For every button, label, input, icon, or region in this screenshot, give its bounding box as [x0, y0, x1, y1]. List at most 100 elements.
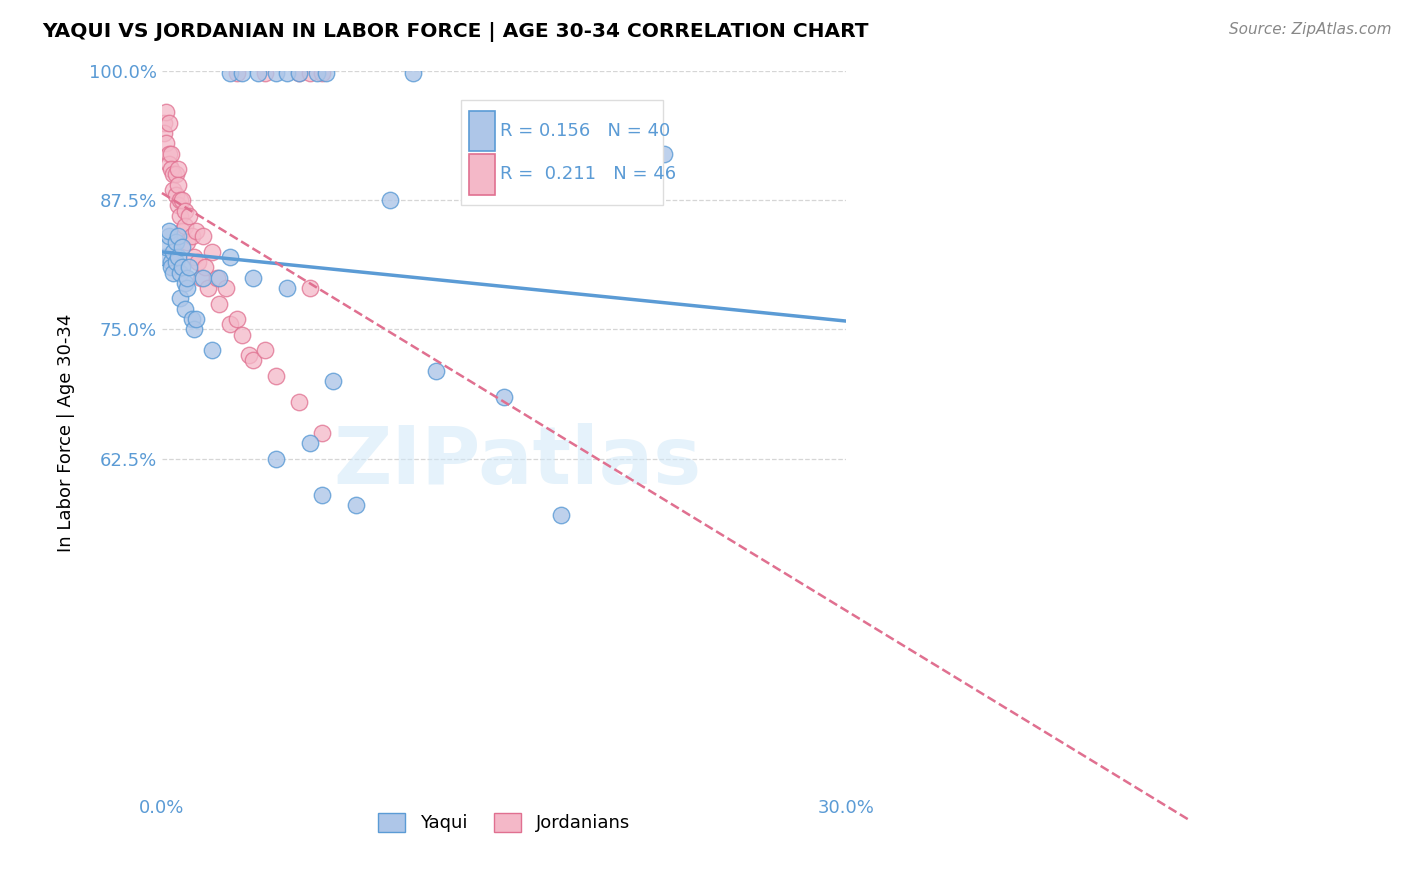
Point	[226, 312, 249, 326]
Point	[165, 255, 187, 269]
Point	[299, 281, 322, 295]
Point	[155, 136, 177, 151]
Point	[219, 250, 242, 264]
Point	[176, 281, 198, 295]
Point	[208, 270, 231, 285]
Point	[176, 270, 198, 285]
Point	[186, 312, 208, 326]
Point	[157, 157, 180, 171]
Point	[153, 250, 176, 264]
Point	[153, 116, 176, 130]
Point	[153, 126, 176, 140]
Point	[155, 240, 177, 254]
Point	[344, 498, 367, 512]
Point	[652, 146, 675, 161]
Point	[311, 66, 333, 80]
Point	[165, 168, 187, 182]
Point	[201, 343, 224, 357]
Text: Source: ZipAtlas.com: Source: ZipAtlas.com	[1229, 22, 1392, 37]
Point	[288, 66, 311, 80]
Point	[157, 116, 180, 130]
Point	[157, 146, 180, 161]
Point	[253, 66, 276, 80]
Point	[425, 364, 447, 378]
Point	[167, 229, 190, 244]
Point	[180, 312, 202, 326]
Text: ZIPatlas: ZIPatlas	[333, 423, 702, 500]
Point	[179, 260, 201, 275]
Point	[378, 193, 401, 207]
Point	[162, 266, 184, 280]
Point	[169, 209, 191, 223]
Point	[173, 219, 195, 233]
Point	[276, 281, 298, 295]
FancyBboxPatch shape	[470, 111, 495, 152]
Point	[162, 244, 184, 259]
Point	[167, 162, 190, 177]
Text: R =  0.211   N = 46: R = 0.211 N = 46	[501, 166, 676, 184]
Point	[173, 301, 195, 316]
Point	[176, 235, 198, 249]
Legend: Yaqui, Jordanians: Yaqui, Jordanians	[371, 805, 637, 839]
Point	[208, 296, 231, 310]
Point	[165, 235, 187, 249]
Point	[276, 66, 298, 80]
FancyBboxPatch shape	[461, 100, 662, 205]
Point	[205, 270, 228, 285]
Point	[253, 343, 276, 357]
Point	[288, 66, 311, 80]
Point	[155, 105, 177, 120]
Point	[246, 66, 269, 80]
Point	[238, 348, 260, 362]
Point	[157, 224, 180, 238]
Point	[322, 374, 344, 388]
Point	[402, 66, 425, 80]
Point	[162, 183, 184, 197]
Point	[162, 168, 184, 182]
Point	[201, 244, 224, 259]
Point	[169, 266, 191, 280]
Point	[299, 66, 322, 80]
Point	[172, 260, 194, 275]
Point	[194, 260, 217, 275]
Point	[169, 292, 191, 306]
Point	[167, 178, 190, 192]
Point	[550, 508, 572, 523]
Point	[242, 353, 264, 368]
Point	[305, 66, 328, 80]
Point	[183, 322, 205, 336]
FancyBboxPatch shape	[470, 154, 495, 194]
Point	[160, 146, 183, 161]
Point	[179, 209, 201, 223]
Point	[172, 240, 194, 254]
Point	[264, 368, 287, 383]
Point	[160, 162, 183, 177]
Point	[172, 224, 194, 238]
Y-axis label: In Labor Force | Age 30-34: In Labor Force | Age 30-34	[58, 313, 75, 552]
Point	[226, 66, 249, 80]
Point	[315, 66, 337, 80]
Text: YAQUI VS JORDANIAN IN LABOR FORCE | AGE 30-34 CORRELATION CHART: YAQUI VS JORDANIAN IN LABOR FORCE | AGE …	[42, 22, 869, 42]
Point	[187, 255, 209, 269]
Point	[172, 193, 194, 207]
Point	[288, 394, 311, 409]
Point	[264, 66, 287, 80]
Point	[494, 390, 516, 404]
Point	[311, 488, 333, 502]
Point	[219, 317, 242, 331]
Point	[219, 66, 242, 80]
Point	[231, 66, 253, 80]
Point	[264, 451, 287, 466]
Point	[167, 250, 190, 264]
Point	[160, 260, 183, 275]
Point	[165, 188, 187, 202]
Point	[183, 250, 205, 264]
Point	[173, 276, 195, 290]
Point	[180, 229, 202, 244]
Point	[191, 229, 214, 244]
Point	[157, 229, 180, 244]
Point	[160, 255, 183, 269]
Point	[167, 198, 190, 212]
Point	[197, 281, 219, 295]
Point	[242, 270, 264, 285]
